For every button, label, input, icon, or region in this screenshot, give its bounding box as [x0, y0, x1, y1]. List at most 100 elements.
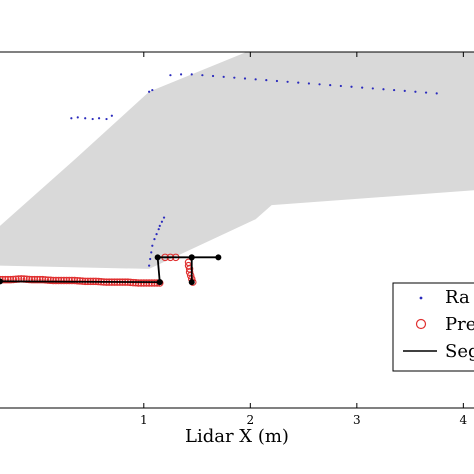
- legend: Ra Pre Seg: [392, 282, 474, 372]
- raw-point: [76, 116, 79, 119]
- raw-point: [151, 88, 154, 92]
- pre-point: [73, 276, 81, 285]
- segment-endpoint: [188, 279, 195, 286]
- plot-area: [0, 52, 474, 287]
- raw-point: [169, 74, 172, 77]
- x-axis-label: Lidar X (m): [185, 426, 289, 447]
- raw-point: [201, 74, 204, 77]
- pre-point: [33, 275, 42, 284]
- segment-endpoint: [0, 278, 3, 285]
- pre-point: [0, 275, 4, 284]
- raw-point: [160, 220, 164, 223]
- raw-point: [414, 90, 417, 93]
- plot-content: [0, 52, 474, 287]
- raw-point: [339, 84, 342, 88]
- pre-point: [28, 275, 36, 284]
- pre-point: [36, 275, 44, 284]
- x-tick-label: 3: [353, 413, 361, 427]
- pre-point: [68, 276, 76, 285]
- pre-point: [70, 276, 79, 285]
- raw-point: [254, 78, 257, 81]
- pre-point: [62, 276, 71, 285]
- raw-point: [382, 88, 385, 91]
- raw-point: [286, 80, 289, 83]
- raw-point: [155, 233, 158, 236]
- raw-point: [162, 216, 166, 219]
- raw-point: [153, 238, 156, 241]
- raw-point: [105, 117, 108, 121]
- segment-line: [0, 280, 160, 284]
- pre-point: [6, 275, 15, 284]
- raw-point: [297, 81, 300, 84]
- pre-point: [22, 275, 31, 284]
- raw-point: [110, 114, 113, 117]
- legend-marker-pre: [415, 318, 427, 330]
- legend-box: [392, 282, 474, 372]
- raw-point: [361, 86, 364, 89]
- raw-point: [157, 228, 160, 231]
- raw-point: [150, 251, 153, 254]
- segment-endpoint: [215, 254, 222, 261]
- raw-point: [275, 79, 279, 83]
- pre-point: [185, 268, 194, 276]
- pre-point: [60, 276, 68, 285]
- pre-point: [12, 275, 20, 284]
- raw-point: [179, 73, 183, 76]
- raw-point: [151, 244, 154, 247]
- raw-point: [393, 88, 396, 92]
- pre-point: [9, 275, 18, 284]
- raw-point: [265, 79, 268, 82]
- pre-point: [41, 276, 50, 284]
- legend-label: Seg: [445, 341, 474, 362]
- segment-endpoint: [156, 279, 163, 286]
- axes-frame: [0, 51, 474, 409]
- segment-endpoint: [188, 254, 195, 261]
- pre-point: [44, 276, 52, 284]
- raw-point: [97, 117, 101, 120]
- legend-label: Ra: [445, 287, 470, 308]
- pre-point: [65, 276, 73, 285]
- pre-point: [49, 276, 58, 285]
- raw-point: [403, 89, 406, 93]
- x-tick-label: 1: [140, 413, 148, 427]
- pre-point: [25, 275, 34, 284]
- x-axis-ticks: 1 2 3 4: [140, 52, 468, 427]
- raw-point: [222, 75, 225, 78]
- pre-point: [52, 276, 60, 285]
- pre-point: [137, 279, 145, 287]
- pre-point: [134, 279, 143, 287]
- x-tick-label: 2: [246, 413, 254, 427]
- raw-point: [371, 87, 374, 90]
- legend-marker-raw: [419, 296, 423, 300]
- pre-point: [38, 275, 47, 284]
- raw-point: [307, 82, 310, 85]
- raw-point: [148, 90, 151, 93]
- raw-point: [424, 91, 428, 94]
- pre-point: [30, 275, 39, 284]
- segment-endpoint: [154, 254, 161, 261]
- raw-point: [318, 83, 321, 86]
- raw-point: [350, 85, 353, 88]
- raw-point: [329, 84, 332, 87]
- raw-point: [84, 117, 87, 120]
- raw-point: [149, 257, 152, 261]
- raw-point: [70, 117, 73, 120]
- pre-point: [0, 275, 7, 284]
- pre-point: [186, 271, 195, 280]
- raw-point: [91, 117, 94, 121]
- raw-point: [233, 76, 236, 79]
- raw-point: [211, 74, 215, 78]
- x-tick-label: 4: [460, 413, 468, 427]
- pre-point: [54, 276, 63, 285]
- segment-line: [156, 256, 193, 283]
- pre-point: [4, 275, 12, 284]
- raw-point: [190, 73, 193, 76]
- raw-point: [148, 264, 151, 267]
- free-space-region: [0, 52, 474, 269]
- raw-point: [158, 224, 161, 227]
- legend-label: Pre: [445, 314, 474, 335]
- pre-point: [46, 276, 55, 285]
- pre-point: [57, 276, 65, 285]
- raw-point: [435, 92, 438, 95]
